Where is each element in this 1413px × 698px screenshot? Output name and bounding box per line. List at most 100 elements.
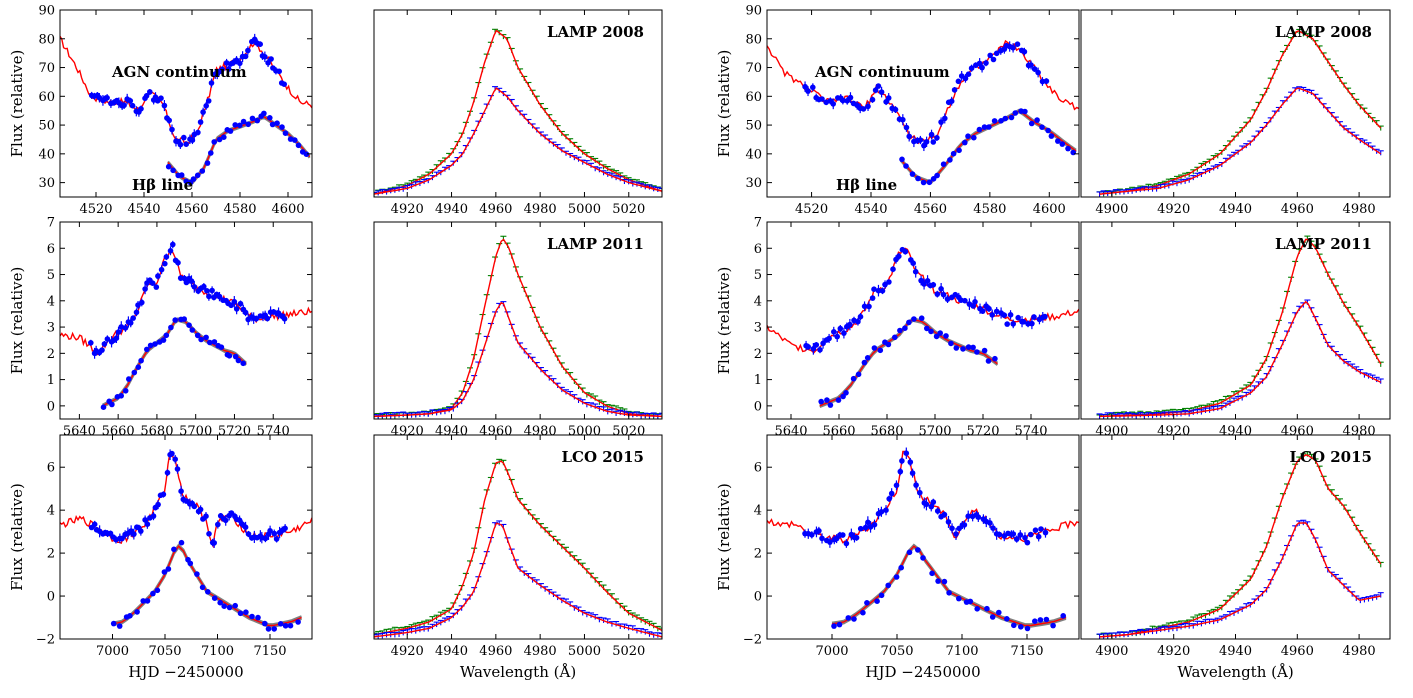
- y-tick-label: 1: [47, 373, 55, 388]
- data-point: [109, 401, 115, 408]
- data-point: [203, 103, 209, 109]
- data-point: [1042, 313, 1048, 320]
- data-point: [149, 280, 156, 287]
- y-tick-label: 0: [754, 590, 762, 605]
- data-point: [810, 84, 816, 91]
- x-tick-label: 7000: [815, 644, 848, 659]
- panel-left-row3-lightcurve: 7000 7050 7100 7150 −2 0 2 4 6 Flux (relative) HJD…: [8, 434, 313, 681]
- data-point: [802, 83, 808, 90]
- data-point: [197, 119, 204, 125]
- data-point: [268, 56, 274, 62]
- data-point: [903, 163, 909, 169]
- data-point: [871, 286, 877, 293]
- data-point: [1065, 145, 1071, 152]
- data-point: [282, 130, 289, 136]
- x-tick-label: 4920: [1157, 202, 1190, 217]
- data-point: [205, 98, 212, 104]
- data-point: [886, 279, 892, 285]
- data-point: [902, 325, 908, 332]
- data-point: [899, 156, 905, 163]
- x-tick-label: 4520: [795, 202, 828, 217]
- data-point: [906, 549, 913, 556]
- panel-right-row2-lightcurve: 5640 5660 5680 5700 5720 5740 0 1 2 3 4 5 6 7 Flux (re…: [715, 216, 1080, 439]
- data-point: [902, 248, 909, 255]
- data-point: [237, 300, 244, 307]
- data-point: [178, 488, 184, 495]
- model-fit-line: [1099, 522, 1381, 638]
- data-point: [163, 254, 170, 260]
- data-point: [906, 133, 912, 140]
- data-point: [276, 68, 283, 75]
- data-point: [920, 555, 926, 561]
- data-point: [131, 369, 138, 376]
- model-line-line: [831, 545, 1067, 627]
- panel-left-row2-lightcurve: 5640 5660 5680 5700 5720 5740 0 1 2 3 4 5 6 7 Flux (re…: [8, 216, 313, 439]
- data-point: [150, 590, 156, 597]
- data-point: [216, 293, 223, 300]
- data-point: [223, 60, 230, 66]
- data-point: [172, 456, 178, 463]
- x-tick-label: 5640: [774, 424, 807, 439]
- data-point: [875, 287, 882, 294]
- data-point: [219, 66, 225, 73]
- data-point: [233, 306, 240, 312]
- data-point: [249, 115, 256, 122]
- data-point: [207, 339, 213, 346]
- data-point: [948, 340, 954, 347]
- x-tick-label: 7150: [1010, 644, 1043, 659]
- data-point: [127, 613, 133, 619]
- data-point: [903, 124, 910, 131]
- data-point: [277, 621, 284, 627]
- panel-left-row1-spectrum: 4920 4940 4960 4980 5000 5020 LAMP 2008: [373, 9, 663, 217]
- x-tick-label: 4600: [271, 202, 304, 217]
- model-sample-line: [102, 319, 247, 408]
- plot-area: [374, 28, 662, 197]
- hbeta-line-label: Hβ line: [132, 176, 193, 194]
- axes-frame: [766, 221, 1080, 420]
- data-point: [930, 499, 937, 505]
- data-point: [287, 136, 294, 142]
- hbeta-line-label: Hβ line: [836, 176, 897, 194]
- data-point: [152, 341, 158, 347]
- data-point: [153, 284, 160, 290]
- data-point: [878, 89, 885, 95]
- data-point: [1070, 149, 1076, 156]
- y-tick-label: 5: [754, 268, 762, 283]
- data-point: [823, 99, 829, 106]
- data-point: [862, 524, 869, 531]
- data-point: [1032, 527, 1039, 533]
- y-tick-label: 80: [745, 32, 762, 47]
- y-tick-label: 2: [754, 347, 762, 362]
- data-point: [217, 599, 223, 606]
- panel-title: LCO 2015: [1289, 448, 1372, 466]
- data-point: [1035, 533, 1042, 540]
- data-point: [221, 603, 227, 609]
- data-point: [855, 318, 861, 325]
- data-point: [226, 353, 233, 359]
- data-point: [144, 346, 150, 353]
- panel-title: LAMP 2011: [1275, 235, 1372, 253]
- data-point: [131, 531, 137, 537]
- data-point: [1010, 45, 1016, 51]
- data-point: [1007, 312, 1014, 318]
- data-point: [972, 299, 978, 305]
- data-point: [178, 172, 185, 178]
- data-point: [1024, 625, 1031, 632]
- data-point: [162, 260, 168, 267]
- model-fit-line: [1099, 87, 1382, 195]
- plot-area: [1096, 235, 1384, 419]
- y-axis-label: Flux (relative): [715, 483, 733, 591]
- y-tick-label: 1: [754, 373, 762, 388]
- data-point: [170, 241, 176, 248]
- panel-right-row1-spectrum: 4900 4920 4940 4960 4980 LAMP 2008: [1080, 9, 1391, 217]
- data-point: [160, 491, 167, 498]
- data-point: [960, 346, 966, 352]
- x-tick-label: 4940: [435, 644, 468, 659]
- data-point: [99, 347, 105, 353]
- y-tick-label: 4: [754, 504, 762, 519]
- data-point: [853, 534, 860, 541]
- data-point: [934, 172, 940, 179]
- data-point: [1037, 617, 1044, 623]
- data-point: [203, 513, 209, 519]
- data-point: [226, 604, 233, 611]
